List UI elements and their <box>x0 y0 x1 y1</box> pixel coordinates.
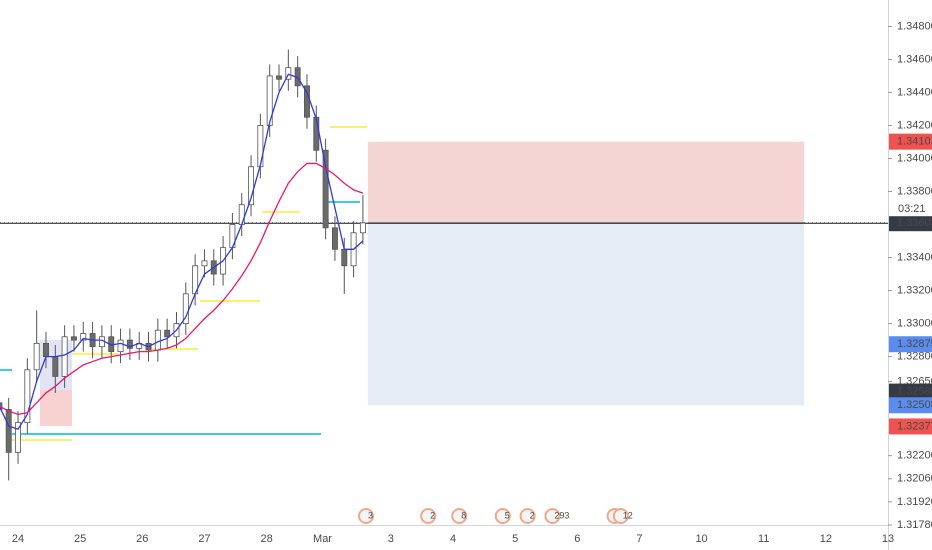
y-tick-label: 1.33000 <box>897 317 932 329</box>
position-stop-zone <box>367 141 805 223</box>
candle-body <box>285 67 292 80</box>
candle-body <box>257 125 264 168</box>
candle-body <box>266 75 273 126</box>
event-count: 3 <box>368 510 373 520</box>
candle-body <box>359 222 366 234</box>
event-icon <box>519 508 536 524</box>
price-label-bg <box>889 418 932 435</box>
y-tick-label: 1.34000 <box>897 152 932 164</box>
event-count: 5 <box>505 510 510 520</box>
candle-body <box>331 227 338 250</box>
x-tick-label: 4 <box>450 533 456 545</box>
y-tick-label: 1.32200 <box>897 450 932 462</box>
candle-body <box>70 336 77 341</box>
candle-body <box>238 204 245 225</box>
candle-body <box>15 422 21 453</box>
price-label: 1.32505 <box>897 399 932 411</box>
price-label-bg <box>889 383 932 400</box>
event-icon <box>494 508 511 524</box>
y-tick-label: 1.34200 <box>897 119 932 131</box>
candle-body <box>5 409 12 453</box>
candle-body <box>322 149 329 229</box>
event-icon <box>420 508 437 524</box>
event-icon <box>451 508 468 524</box>
event-count: 8 <box>461 510 466 520</box>
y-tick-label: 1.34600 <box>897 53 932 65</box>
y-tick-label: 1.31780 <box>897 519 932 531</box>
price-label: 1.32588 <box>897 386 932 398</box>
y-tick-label: 1.34400 <box>897 86 932 98</box>
x-tick-label: 13 <box>882 533 894 545</box>
countdown: 03:21 <box>898 203 926 215</box>
candle-body <box>117 339 124 353</box>
small-position-loss <box>40 390 72 426</box>
price-label-bg <box>889 133 932 150</box>
price-label: 1.34102 <box>897 136 932 148</box>
x-tick-label: 27 <box>198 533 210 545</box>
candle-body <box>276 75 282 80</box>
x-tick-label: 24 <box>12 533 24 545</box>
price-label-bg <box>889 397 932 414</box>
candle-body <box>201 260 208 267</box>
event-icon <box>544 508 561 524</box>
x-tick-label: 28 <box>260 533 272 545</box>
candle-body <box>52 356 59 377</box>
price-label: 1.32377 <box>897 420 932 432</box>
candle-body <box>182 293 189 324</box>
price-axis: 1.34800 1.34600 1.34400 1.34200 1.34000 1.338… <box>888 20 932 531</box>
candle-body <box>80 333 87 341</box>
position-target-zone <box>367 222 805 406</box>
candle-body <box>164 329 171 338</box>
x-tick-label: 10 <box>695 533 707 545</box>
y-tick-label: 1.32060 <box>897 473 932 485</box>
countdown-bg <box>889 202 932 217</box>
x-tick-label: 25 <box>74 533 86 545</box>
event-icon <box>358 508 375 524</box>
candle-body <box>24 369 31 424</box>
candle-body <box>126 339 133 349</box>
x-tick-label: 6 <box>574 533 580 545</box>
candle-body <box>61 336 68 377</box>
plot: 328522939122425262728Mar3456710111213 <box>0 49 894 545</box>
x-tick-label: Mar <box>313 533 332 545</box>
event-icon <box>612 508 629 524</box>
candle-body <box>0 402 3 410</box>
event-count: 2 <box>430 510 435 520</box>
event-count: 12 <box>623 510 633 520</box>
x-tick-label: 12 <box>820 533 832 545</box>
candle-body <box>33 342 40 371</box>
moving-average <box>0 73 364 431</box>
price-label: 1.33608 <box>897 217 932 229</box>
candle-body <box>43 342 49 358</box>
y-tick-label: 1.34800 <box>897 20 932 32</box>
price-label-bg <box>889 215 932 232</box>
x-tick-label: 7 <box>636 533 642 545</box>
event-count: 293 <box>554 510 569 520</box>
y-tick-label: 1.31920 <box>897 496 932 508</box>
event-count: 2 <box>530 510 535 520</box>
y-tick-label: 1.32800 <box>897 351 932 363</box>
candle-body <box>154 329 161 351</box>
price-label: 1.32875 <box>897 338 932 350</box>
y-tick-label: 1.33200 <box>897 284 932 296</box>
x-tick-label: 5 <box>512 533 518 545</box>
x-tick-label: 3 <box>388 533 394 545</box>
x-tick-label: 11 <box>758 533 769 545</box>
x-tick-label: 26 <box>136 533 148 545</box>
y-tick-label: 1.33800 <box>897 185 932 197</box>
candle-body <box>248 166 255 206</box>
y-tick-label: 1.33400 <box>897 251 932 263</box>
price-label-bg <box>889 336 932 353</box>
candle-body <box>341 248 348 267</box>
moving-average <box>0 162 364 416</box>
